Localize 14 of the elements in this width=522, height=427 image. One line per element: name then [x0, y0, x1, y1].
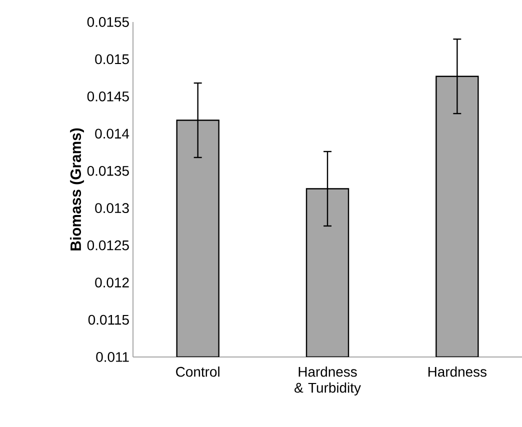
y-tick-label: 0.0145 — [87, 91, 129, 102]
y-tick-label: 0.0125 — [87, 240, 129, 250]
x-tick-label: Control — [176, 366, 220, 377]
y-tick-label: 0.013 — [95, 203, 129, 214]
y-tick-label: 0.0135 — [87, 166, 129, 176]
y-tick-label: 0.012 — [95, 278, 129, 288]
y-tick-label: 0.0155 — [87, 17, 129, 27]
x-tick-label: Hardness — [428, 366, 486, 377]
y-tick-label: 0.015 — [95, 54, 129, 64]
y-tick-label: 0.011 — [96, 352, 129, 362]
x-tick-label: Hardness & Turbidity — [294, 366, 361, 396]
y-axis-title: Biomass (Grams) — [70, 128, 84, 250]
y-tick-label: 0.0115 — [88, 314, 129, 325]
y-tick-label: 0.014 — [95, 128, 130, 139]
